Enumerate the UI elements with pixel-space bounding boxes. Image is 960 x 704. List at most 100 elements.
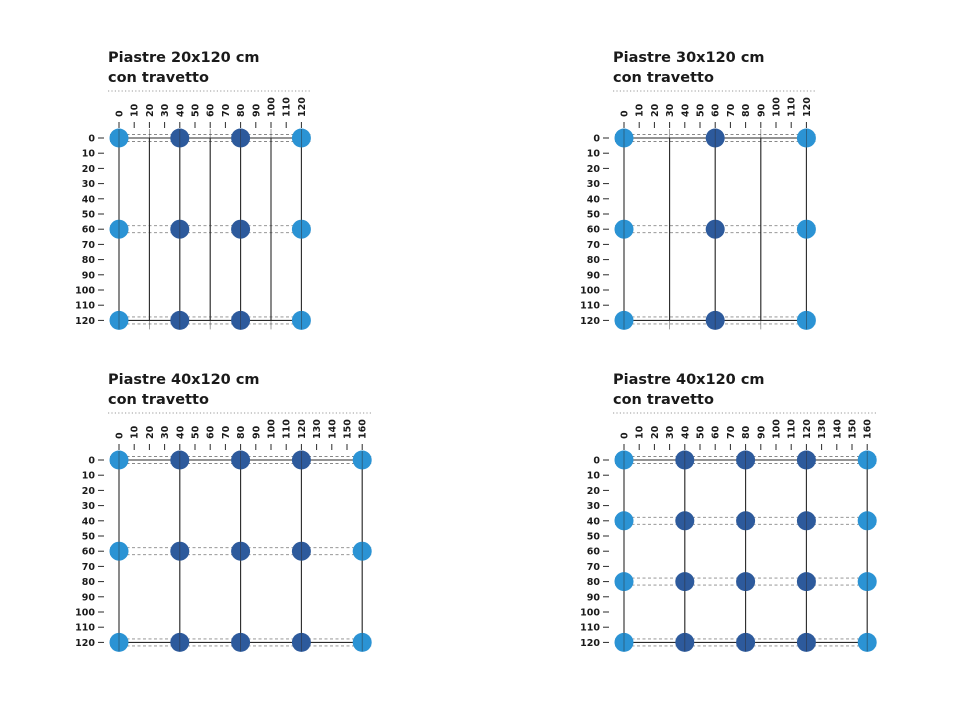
x-tick-label: 10 <box>130 103 141 117</box>
y-tick-label: 10 <box>82 471 96 482</box>
panel-title: Piastre 20x120 cm con travetto <box>108 48 260 88</box>
x-tick-label: 100 <box>267 419 278 439</box>
panel-title: Piastre 40x120 cm con travetto <box>613 370 765 410</box>
y-tick-label: 0 <box>593 134 600 145</box>
x-tick-label: 150 <box>343 419 354 439</box>
x-tick-label: 120 <box>802 419 813 439</box>
x-tick-label: 110 <box>787 97 798 117</box>
y-tick-label: 40 <box>82 194 96 205</box>
y-tick-label: 20 <box>82 164 96 175</box>
x-tick-label: 40 <box>680 425 691 439</box>
x-tick-label: 90 <box>756 425 767 439</box>
y-tick-label: 50 <box>587 210 601 221</box>
y-tick-label: 20 <box>587 164 601 175</box>
y-tick-label: 10 <box>587 471 601 482</box>
x-tick-label: 70 <box>726 103 737 117</box>
x-tick-label: 70 <box>726 425 737 439</box>
x-tick-label: 10 <box>635 103 646 117</box>
x-tick-label: 90 <box>251 425 262 439</box>
y-tick-label: 20 <box>82 486 96 497</box>
x-tick-label: 60 <box>206 103 217 117</box>
y-tick-label: 30 <box>587 501 601 512</box>
y-tick-label: 90 <box>82 592 96 603</box>
x-tick-label: 80 <box>741 425 752 439</box>
x-tick-label: 110 <box>282 419 293 439</box>
title-line-1: Piastre 30x120 cm <box>613 50 765 66</box>
y-tick-label: 50 <box>587 532 601 543</box>
title-line-2: con travetto <box>613 70 714 86</box>
title-line-1: Piastre 40x120 cm <box>108 372 260 388</box>
y-tick-label: 30 <box>587 179 601 190</box>
x-tick-label: 110 <box>787 419 798 439</box>
x-tick-label: 0 <box>115 110 126 117</box>
y-tick-label: 30 <box>82 179 96 190</box>
panel-title: Piastre 30x120 cm con travetto <box>613 48 765 88</box>
x-tick-label: 100 <box>267 97 278 117</box>
x-tick-label: 50 <box>191 425 202 439</box>
x-tick-label: 80 <box>741 103 752 117</box>
y-tick-label: 90 <box>587 592 601 603</box>
x-tick-label: 70 <box>221 103 232 117</box>
y-tick-label: 60 <box>587 225 601 236</box>
x-tick-label: 30 <box>665 425 676 439</box>
y-tick-label: 110 <box>580 301 600 312</box>
y-tick-label: 60 <box>82 547 96 558</box>
title-line-1: Piastre 20x120 cm <box>108 50 260 66</box>
y-tick-label: 40 <box>82 516 96 527</box>
x-tick-label: 110 <box>282 97 293 117</box>
x-tick-label: 140 <box>832 419 843 439</box>
title-line-2: con travetto <box>108 70 209 86</box>
x-tick-label: 90 <box>251 103 262 117</box>
x-tick-label: 40 <box>680 103 691 117</box>
y-tick-label: 110 <box>580 623 600 634</box>
x-tick-label: 120 <box>297 419 308 439</box>
x-tick-label: 10 <box>635 425 646 439</box>
x-tick-label: 130 <box>312 419 323 439</box>
x-tick-label: 50 <box>696 103 707 117</box>
x-tick-label: 160 <box>358 419 369 439</box>
title-line-2: con travetto <box>613 392 714 408</box>
y-tick-label: 30 <box>82 501 96 512</box>
y-tick-label: 110 <box>75 623 95 634</box>
x-tick-label: 50 <box>191 103 202 117</box>
y-tick-label: 70 <box>82 240 96 251</box>
x-tick-label: 0 <box>115 432 126 439</box>
x-tick-label: 160 <box>863 419 874 439</box>
x-tick-label: 120 <box>802 97 813 117</box>
x-tick-label: 60 <box>206 425 217 439</box>
y-tick-label: 0 <box>88 134 95 145</box>
title-line-1: Piastre 40x120 cm <box>613 372 765 388</box>
y-tick-label: 120 <box>580 638 600 649</box>
x-tick-label: 70 <box>221 425 232 439</box>
x-tick-label: 60 <box>711 425 722 439</box>
x-tick-label: 20 <box>650 425 661 439</box>
y-tick-label: 0 <box>88 456 95 467</box>
y-tick-label: 90 <box>82 270 96 281</box>
title-line-2: con travetto <box>108 392 209 408</box>
y-tick-label: 10 <box>587 149 601 160</box>
y-tick-label: 70 <box>587 562 601 573</box>
x-tick-label: 0 <box>620 110 631 117</box>
x-tick-label: 30 <box>160 103 171 117</box>
y-tick-label: 120 <box>75 638 95 649</box>
y-tick-label: 120 <box>75 316 95 327</box>
y-tick-label: 100 <box>580 286 600 297</box>
x-tick-label: 30 <box>160 425 171 439</box>
x-tick-label: 20 <box>145 103 156 117</box>
y-tick-label: 80 <box>82 577 96 588</box>
x-tick-label: 40 <box>175 103 186 117</box>
x-tick-label: 20 <box>650 103 661 117</box>
x-tick-label: 40 <box>175 425 186 439</box>
x-tick-label: 120 <box>297 97 308 117</box>
y-tick-label: 80 <box>82 255 96 266</box>
x-tick-label: 90 <box>756 103 767 117</box>
panel-title: Piastre 40x120 cm con travetto <box>108 370 260 410</box>
y-tick-label: 0 <box>593 456 600 467</box>
y-tick-label: 80 <box>587 577 601 588</box>
x-tick-label: 80 <box>236 425 247 439</box>
x-tick-label: 140 <box>327 419 338 439</box>
x-tick-label: 150 <box>848 419 859 439</box>
x-tick-label: 0 <box>620 432 631 439</box>
